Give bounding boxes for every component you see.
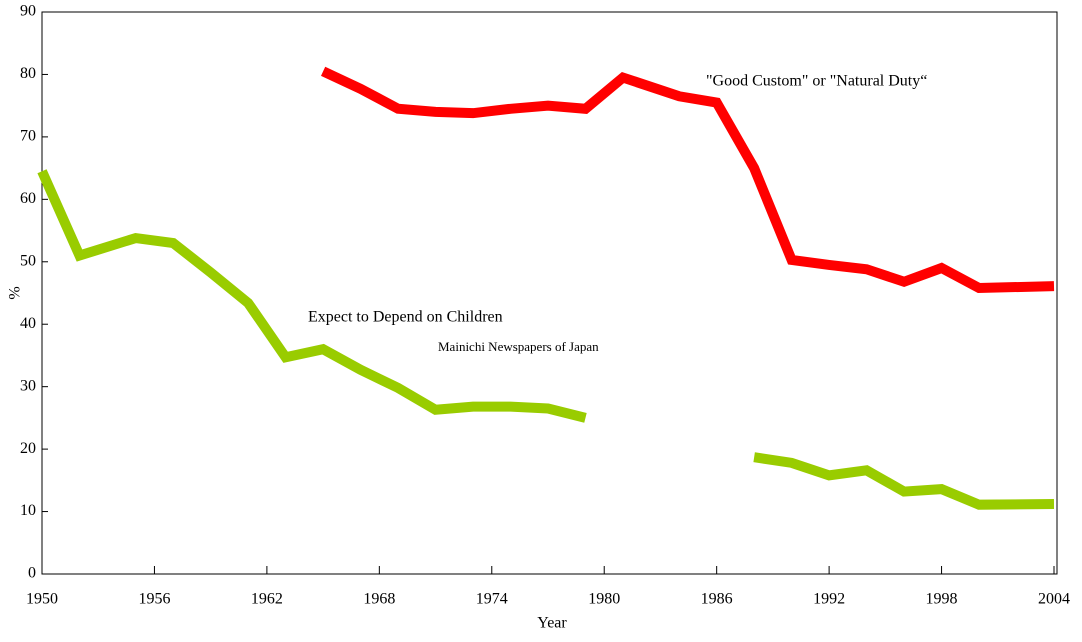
- y-tick-label: 80: [20, 65, 36, 82]
- x-tick-label: 1956: [138, 591, 170, 608]
- x-tick-label: 1992: [813, 591, 845, 608]
- x-tick-label: 1968: [363, 591, 395, 608]
- series-line: [37, 169, 1055, 510]
- y-tick-label: 60: [20, 190, 36, 207]
- y-axis-label: %: [7, 286, 24, 299]
- y-tick-label: 40: [20, 315, 36, 332]
- x-tick-label: 1998: [926, 591, 958, 608]
- y-tick-label: 10: [20, 502, 36, 519]
- x-tick-label: 1980: [588, 591, 620, 608]
- x-tick-label: 1950: [26, 591, 58, 608]
- x-tick-label: 1974: [476, 591, 508, 608]
- x-tick-label: 2004: [1038, 591, 1070, 608]
- y-tick-label: 90: [20, 3, 36, 20]
- y-tick-label: 0: [28, 565, 36, 582]
- x-axis-label: Year: [537, 615, 567, 632]
- y-tick-label: 30: [20, 377, 36, 394]
- annotation: Mainichi Newspapers of Japan: [438, 339, 599, 354]
- y-tick-label: 70: [20, 128, 36, 145]
- y-tick-label: 50: [20, 252, 36, 269]
- series-line: [320, 66, 1055, 294]
- y-tick-label: 20: [20, 440, 36, 457]
- annotation: Expect to Depend on Children: [308, 309, 503, 326]
- x-tick-label: 1962: [251, 591, 283, 608]
- plot-frame: [41, 11, 1058, 575]
- x-tick-label: 1986: [701, 591, 733, 608]
- annotation: "Good Custom" or "Natural Duty“: [706, 73, 927, 90]
